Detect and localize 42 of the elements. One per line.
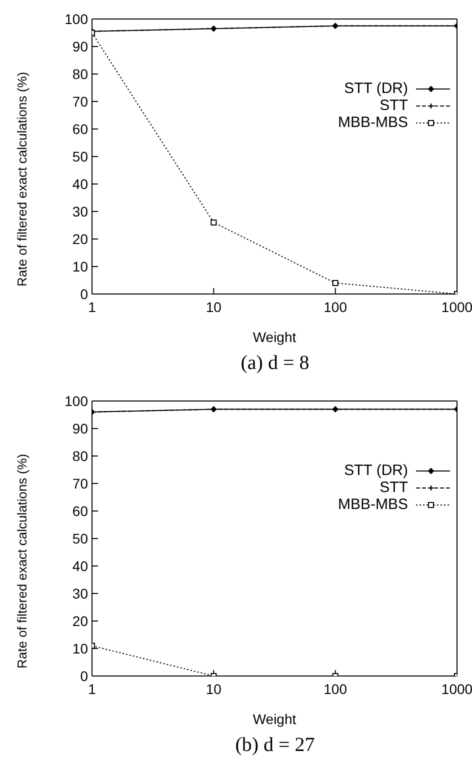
legend-label: STT (DR): [344, 80, 408, 97]
x-tick-label: 10: [206, 298, 222, 315]
y-tick-label: 100: [64, 392, 88, 409]
y-tick-label: 70: [72, 93, 88, 110]
y-tick-label: 60: [72, 120, 88, 137]
y-tick-label: 0: [80, 286, 88, 302]
x-tick-label: 1000: [441, 680, 472, 697]
x-tick-label: 1000: [441, 298, 472, 315]
legend-label: MBB-MBS: [338, 496, 408, 513]
y-tick-label: 30: [72, 585, 88, 602]
legend-label: STT (DR): [344, 462, 408, 479]
y-tick-label: 60: [72, 502, 88, 519]
x-axis-title: Weight: [252, 329, 296, 345]
y-tick-label: 10: [72, 640, 88, 656]
x-tick-label: 1: [88, 298, 96, 315]
y-tick-label: 80: [72, 66, 88, 82]
y-tick-label: 50: [72, 148, 88, 164]
y-tick-label: 20: [72, 230, 88, 247]
text: (b) d = 27: [234, 733, 316, 758]
y-tick-label: 30: [72, 203, 88, 220]
y-axis-title: Rate of filtered exact calculations (%): [14, 72, 30, 286]
x-tick-label: 10: [206, 680, 222, 697]
y-tick-label: 80: [72, 448, 88, 464]
legend-label: STT: [380, 97, 408, 114]
y-tick-label: 40: [72, 558, 88, 574]
x-axis-title: Weight: [252, 711, 296, 727]
y-tick-label: 50: [72, 530, 88, 546]
y-tick-label: 100: [64, 10, 88, 27]
text: (a) d = 8: [240, 351, 310, 376]
y-tick-label: 10: [72, 258, 88, 274]
y-tick-label: 90: [72, 38, 88, 54]
y-tick-label: 90: [72, 420, 88, 436]
x-tick-label: 1: [88, 680, 96, 697]
y-tick-label: 40: [72, 176, 88, 192]
legend-label: MBB-MBS: [338, 114, 408, 131]
y-tick-label: 0: [80, 668, 88, 684]
legend-label: STT: [380, 479, 408, 496]
y-tick-label: 20: [72, 612, 88, 629]
y-tick-label: 70: [72, 475, 88, 492]
x-tick-label: 100: [324, 680, 348, 697]
y-axis-title: Rate of filtered exact calculations (%): [14, 454, 30, 668]
x-tick-label: 100: [324, 298, 348, 315]
